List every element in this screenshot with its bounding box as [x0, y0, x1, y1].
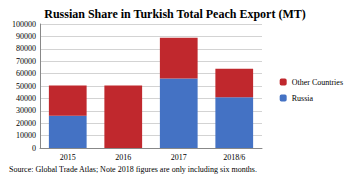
svg-text:80000: 80000 [16, 44, 36, 53]
svg-text:Other Countries: Other Countries [292, 78, 343, 87]
svg-text:Source: Global Trade Atlas; No: Source: Global Trade Atlas; Note 2018 fi… [9, 165, 257, 174]
svg-text:10000: 10000 [16, 131, 36, 140]
svg-text:2015: 2015 [60, 153, 76, 162]
svg-text:20000: 20000 [16, 119, 36, 128]
svg-text:90000: 90000 [16, 32, 36, 41]
svg-text:30000: 30000 [16, 106, 36, 115]
svg-text:2018/6: 2018/6 [223, 153, 245, 162]
svg-text:40000: 40000 [16, 94, 36, 103]
svg-text:2016: 2016 [115, 153, 131, 162]
svg-text:70000: 70000 [16, 57, 36, 66]
svg-text:2017: 2017 [171, 153, 187, 162]
svg-text:0: 0 [32, 144, 36, 153]
svg-text:60000: 60000 [16, 69, 36, 78]
svg-text:100000: 100000 [12, 20, 36, 29]
svg-text:Russia: Russia [292, 94, 314, 103]
svg-text:Russian Share in Turkish Total: Russian Share in Turkish Total Peach Exp… [44, 7, 306, 21]
svg-text:50000: 50000 [16, 82, 36, 91]
